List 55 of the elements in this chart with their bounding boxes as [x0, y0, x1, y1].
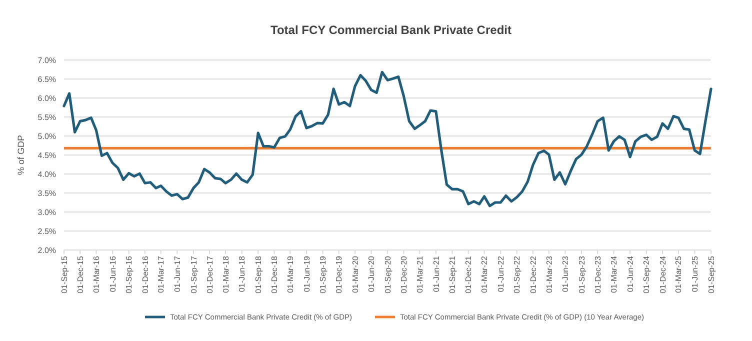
- y-tick-label: 3.5%: [38, 188, 56, 198]
- x-tick-label: 01-Jun-17: [172, 255, 182, 292]
- y-tick-label: 3.0%: [38, 208, 56, 217]
- x-tick-label: 01-Dec-18: [270, 255, 280, 294]
- x-tick-label: 01-Dec-15: [76, 255, 85, 294]
- x-tick-label: 01-Sep-17: [189, 255, 198, 294]
- x-tick-label: 01-Jun-24: [626, 255, 635, 292]
- y-tick-label: 4.5%: [38, 150, 56, 160]
- y-tick-label: 6.0%: [38, 94, 56, 103]
- x-tick-label: 01-Sep-16: [124, 255, 134, 294]
- x-tick-label: 01-Sep-15: [60, 255, 69, 294]
- x-tick-label: 01-Jun-23: [561, 255, 570, 292]
- x-tick-label: 01-Mar-19: [286, 255, 295, 293]
- y-tick-label: 5.0%: [38, 132, 56, 141]
- line-series: [62, 70, 712, 208]
- x-tick-label: 01-Mar-17: [156, 255, 166, 293]
- x-tick-label: 01-Mar-25: [674, 255, 684, 293]
- x-tick-label: 01-Jun-21: [432, 255, 441, 292]
- x-tick-label: 01-Sep-18: [254, 255, 263, 294]
- x-tick-label: 01-Dec-19: [334, 255, 344, 294]
- x-tick-label: 01-Dec-20: [400, 255, 409, 294]
- x-tick-label: 01-Dec-16: [140, 255, 150, 294]
- x-tick-label: 01-Sep-19: [318, 255, 328, 294]
- x-tick-label: 01-Sep-22: [512, 255, 522, 294]
- x-tick-label: 01-Jun-20: [367, 255, 376, 292]
- x-tick-label: 01-Jun-18: [238, 255, 247, 292]
- x-tick-label: 01-Mar-16: [92, 255, 102, 293]
- chart-title: Total FCY Commercial Bank Private Credit: [270, 23, 512, 37]
- y-axis-title: % of GDP: [16, 134, 26, 176]
- x-tick-label: 01-Jun-25: [690, 255, 700, 292]
- y-tick-label: 6.5%: [38, 74, 56, 84]
- x-tick-label: 01-Sep-23: [577, 255, 586, 294]
- x-tick-label: 01-Mar-23: [544, 255, 554, 293]
- x-tick-label: 01-Dec-17: [205, 255, 214, 294]
- x-tick-label: 01-Mar-22: [480, 255, 490, 293]
- x-tick-label: 01-Mar-20: [350, 255, 360, 293]
- x-tick-label: 01-Mar-21: [415, 255, 424, 293]
- x-tick-label: 01-Jun-19: [302, 255, 312, 292]
- x-tick-label: 01-Sep-24: [642, 255, 652, 294]
- x-tick-label: 01-Dec-24: [658, 255, 668, 294]
- x-tick-label: 01-Mar-24: [610, 255, 619, 293]
- y-tick-label: 2.0%: [38, 246, 56, 255]
- x-tick-label: 01-Dec-23: [593, 255, 602, 294]
- y-tick-label: 7.0%: [38, 56, 56, 65]
- y-tick-label: 2.5%: [38, 226, 56, 236]
- y-tick-label: 4.0%: [38, 170, 56, 179]
- y-tick-label: 5.5%: [38, 112, 56, 122]
- x-tick-label: 01-Dec-22: [528, 255, 538, 294]
- x-tick-label: 01-Jun-22: [496, 255, 506, 292]
- x-tick-label: 01-Dec-21: [464, 255, 474, 294]
- x-tick-label: 01-Sep-20: [383, 255, 392, 294]
- x-tick-label: 01-Sep-25: [706, 255, 716, 294]
- x-tick-label: 01-Mar-18: [221, 255, 230, 293]
- x-tick-label: 01-Jun-16: [108, 255, 118, 292]
- x-tick-label: 01-Sep-21: [448, 255, 458, 294]
